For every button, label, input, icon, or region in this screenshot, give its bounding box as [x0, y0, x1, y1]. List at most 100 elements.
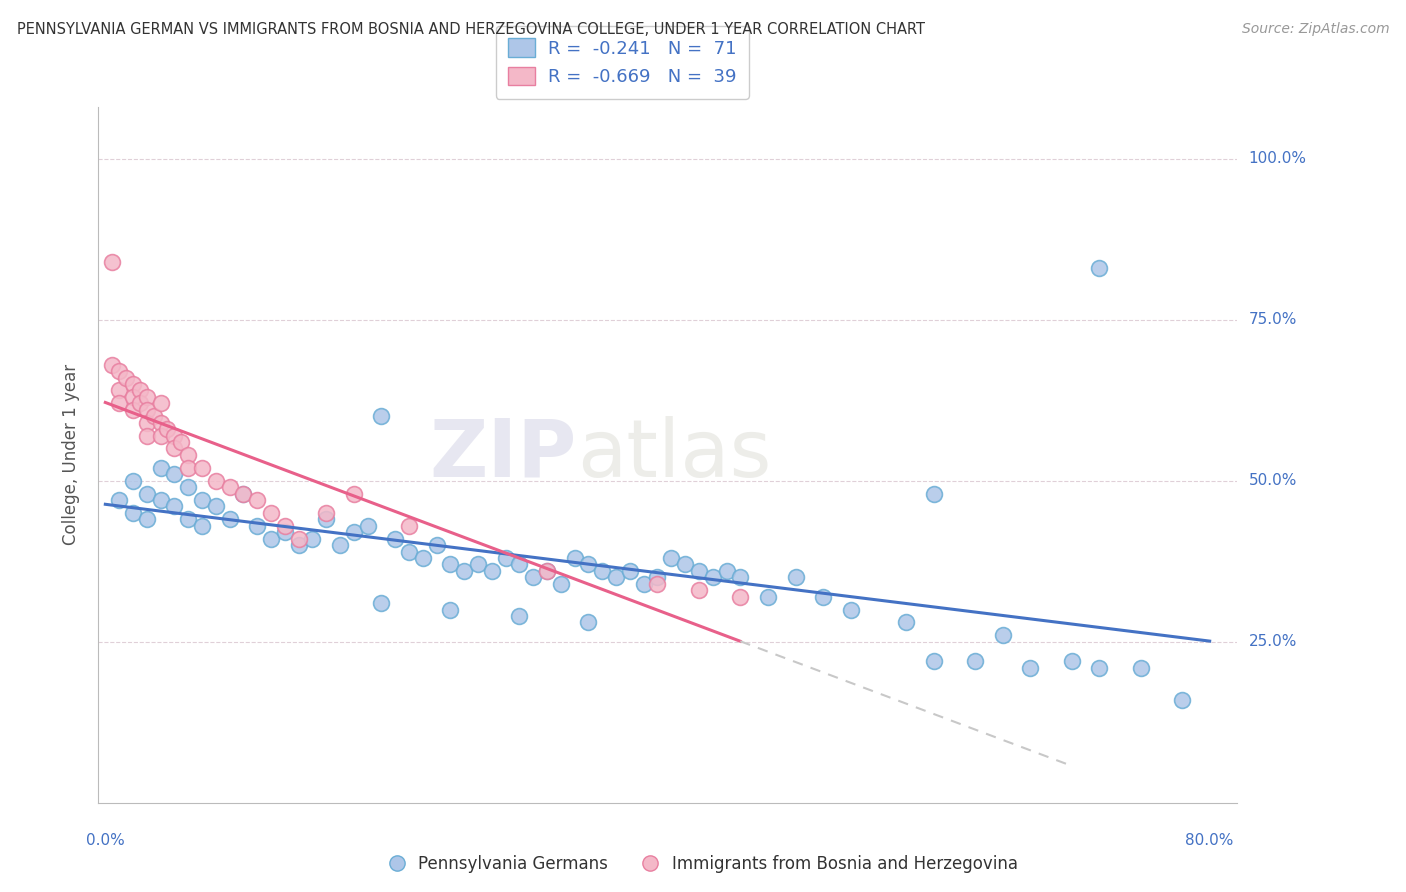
Point — [398, 518, 420, 533]
Text: Source: ZipAtlas.com: Source: ZipAtlas.com — [1241, 22, 1389, 37]
Point — [839, 602, 862, 616]
Point — [177, 512, 200, 526]
Point — [495, 551, 517, 566]
Point — [135, 390, 157, 404]
Point — [149, 416, 172, 430]
Point — [730, 590, 752, 604]
Point — [633, 576, 655, 591]
Point — [163, 442, 186, 456]
Point — [191, 493, 214, 508]
Point — [811, 590, 834, 604]
Point — [426, 538, 449, 552]
Point — [135, 428, 157, 442]
Point — [756, 590, 779, 604]
Text: 100.0%: 100.0% — [1249, 151, 1306, 166]
Point — [149, 493, 172, 508]
Point — [398, 544, 420, 558]
Point — [156, 422, 179, 436]
Point — [177, 448, 200, 462]
Point — [356, 518, 378, 533]
Point — [578, 615, 600, 630]
Point — [177, 460, 200, 475]
Point — [163, 467, 186, 482]
Point — [564, 551, 586, 566]
Point — [191, 518, 214, 533]
Point — [536, 564, 558, 578]
Point — [108, 396, 131, 410]
Point — [578, 558, 600, 572]
Point — [287, 538, 309, 552]
Point — [619, 564, 641, 578]
Text: 0.0%: 0.0% — [86, 833, 125, 848]
Point — [260, 532, 283, 546]
Text: 80.0%: 80.0% — [1185, 833, 1234, 848]
Point — [177, 480, 200, 494]
Point — [218, 480, 240, 494]
Point — [135, 416, 157, 430]
Point — [128, 384, 150, 398]
Point — [135, 486, 157, 500]
Point — [922, 654, 945, 668]
Point — [101, 358, 124, 372]
Point — [142, 409, 165, 424]
Point — [730, 570, 752, 584]
Point — [274, 518, 297, 533]
Point — [591, 564, 613, 578]
Point — [135, 512, 157, 526]
Point — [315, 506, 337, 520]
Point — [301, 532, 323, 546]
Point — [673, 558, 696, 572]
Point — [122, 377, 145, 392]
Point — [204, 474, 226, 488]
Text: atlas: atlas — [576, 416, 770, 494]
Point — [246, 493, 269, 508]
Point — [481, 564, 503, 578]
Point — [522, 570, 544, 584]
Point — [122, 506, 145, 520]
Point — [260, 506, 283, 520]
Point — [149, 428, 172, 442]
Point — [204, 500, 226, 514]
Text: PENNSYLVANIA GERMAN VS IMMIGRANTS FROM BOSNIA AND HERZEGOVINA COLLEGE, UNDER 1 Y: PENNSYLVANIA GERMAN VS IMMIGRANTS FROM B… — [17, 22, 925, 37]
Point — [163, 500, 186, 514]
Point — [412, 551, 434, 566]
Legend: R =  -0.241   N =  71, R =  -0.669   N =  39: R = -0.241 N = 71, R = -0.669 N = 39 — [495, 26, 749, 99]
Point — [370, 596, 392, 610]
Point — [453, 564, 475, 578]
Point — [274, 525, 297, 540]
Text: ZIP: ZIP — [429, 416, 576, 494]
Point — [1088, 261, 1111, 276]
Point — [439, 558, 461, 572]
Point — [343, 486, 366, 500]
Point — [688, 583, 710, 598]
Point — [170, 435, 193, 450]
Point — [122, 390, 145, 404]
Point — [108, 364, 131, 378]
Point — [1171, 692, 1194, 706]
Point — [508, 558, 530, 572]
Point — [963, 654, 986, 668]
Point — [128, 396, 150, 410]
Point — [439, 602, 461, 616]
Point — [1060, 654, 1083, 668]
Point — [991, 628, 1014, 642]
Point — [647, 570, 669, 584]
Point — [550, 576, 572, 591]
Point — [922, 486, 945, 500]
Point — [605, 570, 627, 584]
Point — [232, 486, 254, 500]
Point — [536, 564, 558, 578]
Point — [246, 518, 269, 533]
Point — [659, 551, 682, 566]
Point — [149, 396, 172, 410]
Point — [135, 402, 157, 417]
Point — [785, 570, 807, 584]
Point — [122, 474, 145, 488]
Point — [343, 525, 366, 540]
Point — [647, 576, 669, 591]
Point — [218, 512, 240, 526]
Y-axis label: College, Under 1 year: College, Under 1 year — [62, 364, 80, 546]
Point — [191, 460, 214, 475]
Point — [370, 409, 392, 424]
Point — [1019, 660, 1042, 674]
